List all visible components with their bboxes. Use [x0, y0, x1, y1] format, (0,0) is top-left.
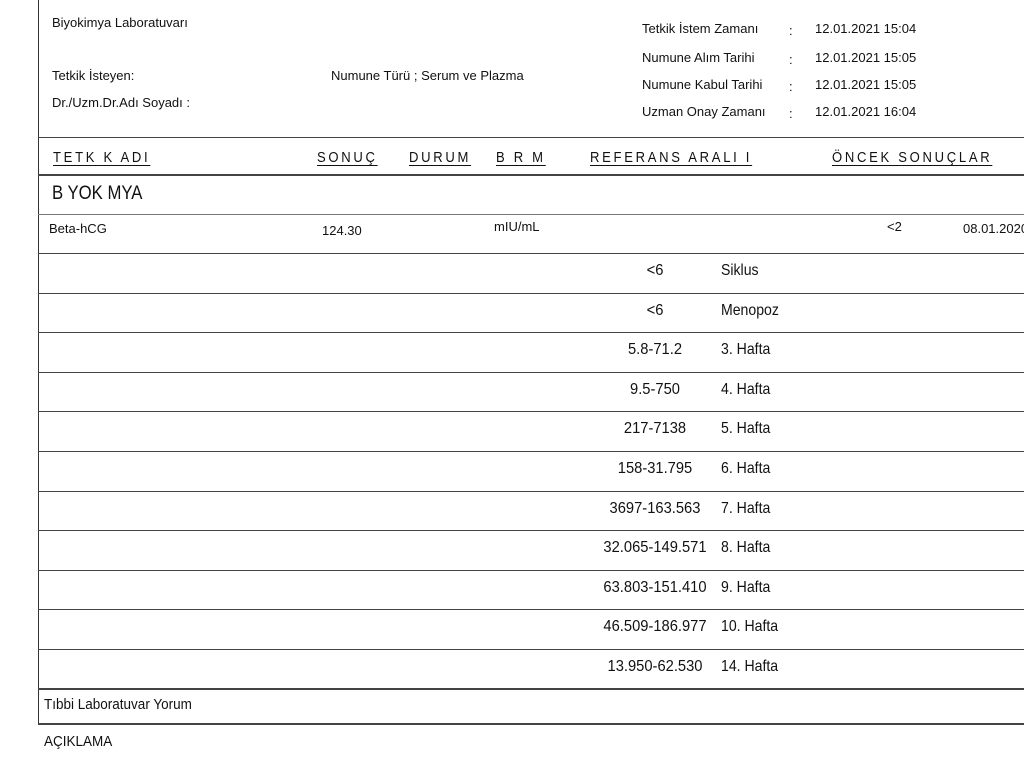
- reference-range: 46.509-186.977: [603, 618, 707, 636]
- reference-label: Menopoz: [721, 301, 779, 319]
- reference-range: <6: [646, 301, 664, 319]
- colon: :: [789, 79, 793, 94]
- time-value: 12.01.2021 15:05: [815, 77, 917, 92]
- reference-label: 6. Hafta: [721, 460, 771, 477]
- test-result: 124.30: [322, 223, 362, 238]
- divider: [38, 174, 1024, 176]
- reference-range: <6: [646, 262, 664, 279]
- requester-label: Tetkik İsteyen:: [52, 68, 135, 83]
- divider: [38, 253, 1024, 254]
- column-header-result: SONUÇ: [317, 150, 378, 166]
- divider: [38, 490, 1024, 492]
- reference-range: 13.950-62.530: [607, 658, 703, 675]
- divider: [38, 530, 1024, 532]
- divider: [38, 688, 1024, 690]
- time-label: Numune Kabul Tarihi: [642, 77, 763, 92]
- divider: [38, 609, 1024, 611]
- reference-label: 10. Hafta: [721, 618, 779, 636]
- reference-label: 8. Hafta: [721, 539, 771, 557]
- time-value: 12.01.2021 16:04: [815, 104, 917, 119]
- divider: [38, 569, 1024, 571]
- comment-label: Tıbbi Laboratuvar Yorum: [44, 696, 192, 713]
- time-label: Tetkik İstem Zamanı: [642, 21, 759, 36]
- colon: :: [789, 23, 793, 38]
- divider: [38, 137, 1024, 138]
- divider: [38, 332, 1024, 334]
- reference-label: 9. Hafta: [721, 578, 771, 596]
- reference-label: 4. Hafta: [721, 380, 771, 398]
- test-name: Beta-hCG: [49, 221, 107, 236]
- divider: [38, 723, 1024, 725]
- time-value: 12.01.2021 15:05: [815, 50, 917, 65]
- test-unit: mIU/mL: [494, 219, 540, 234]
- reference-label: 3. Hafta: [721, 341, 771, 359]
- sample-type: Numune Türü ; Serum ve Plazma: [331, 68, 524, 83]
- reference-range: 5.8-71.2: [627, 341, 683, 359]
- lab-name: Biyokimya Laboratuvarı: [52, 15, 188, 30]
- reference-range: 158-31.795: [617, 460, 693, 477]
- reference-range: 3697-163.563: [609, 499, 701, 517]
- note-label: AÇIKLAMA: [44, 733, 113, 750]
- reference-label: 5. Hafta: [721, 420, 771, 438]
- divider: [38, 411, 1024, 413]
- column-header-reference: REFERANS ARALI I: [590, 150, 753, 166]
- time-label: Numune Alım Tarihi: [642, 50, 755, 65]
- reference-range: 217-7138: [623, 420, 687, 438]
- column-header-previous: ÖNCEK SONUÇLAR: [832, 150, 993, 166]
- reference-range: 32.065-149.571: [603, 539, 707, 557]
- divider: [38, 371, 1024, 373]
- reference-label: 14. Hafta: [721, 658, 779, 675]
- time-value: 12.01.2021 15:04: [815, 21, 917, 36]
- previous-date: 08.01.2020: [963, 221, 1024, 236]
- divider: [38, 292, 1024, 294]
- time-label: Uzman Onay Zamanı: [642, 104, 766, 119]
- colon: :: [789, 106, 793, 121]
- sample-type-value: Serum ve Plazma: [421, 68, 524, 83]
- column-header-unit: B R M: [496, 150, 546, 166]
- column-header-test: TETK K ADI: [53, 150, 151, 166]
- doctor-label: Dr./Uzm.Dr.Adı Soyadı :: [52, 95, 190, 110]
- column-header-status: DURUM: [409, 150, 472, 166]
- section-title: B YOK MYA: [52, 183, 143, 204]
- reference-label: 7. Hafta: [721, 499, 771, 517]
- reference-range: 9.5-750: [630, 380, 680, 398]
- sample-type-label: Numune Türü: [331, 68, 411, 83]
- reference-label: Siklus: [721, 262, 759, 279]
- left-border: [38, 0, 39, 723]
- previous-value: <2: [887, 219, 902, 234]
- reference-range: 63.803-151.410: [603, 578, 707, 596]
- divider: [38, 451, 1024, 452]
- divider: [38, 214, 1024, 215]
- divider: [38, 649, 1024, 650]
- colon: :: [789, 52, 793, 67]
